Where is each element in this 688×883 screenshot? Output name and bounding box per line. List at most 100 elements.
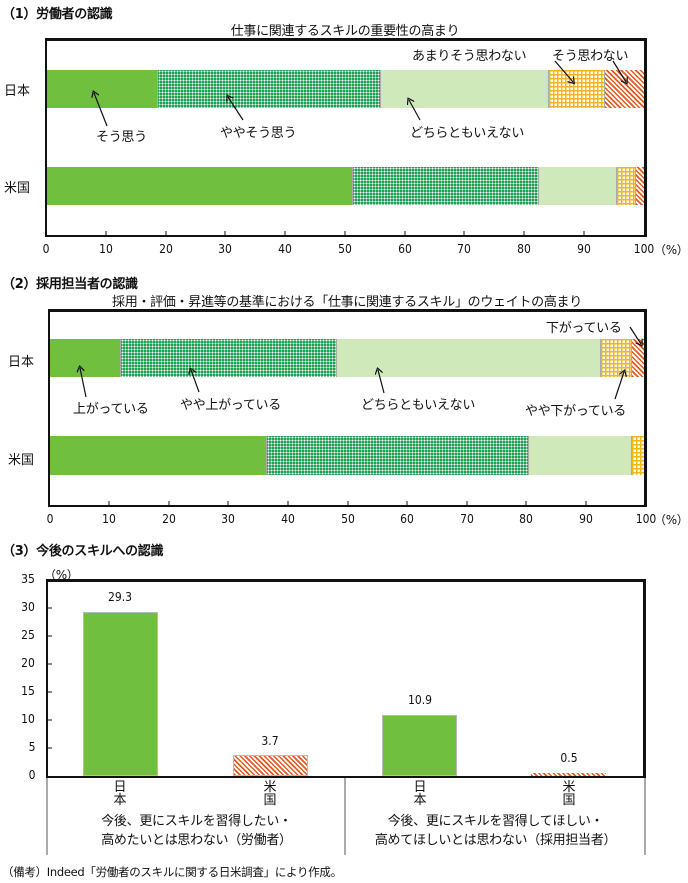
x-tick-label: 10 bbox=[102, 512, 116, 526]
chart-2-annotation-somewhat-rising: やや上がっている bbox=[180, 398, 281, 413]
char: 本 bbox=[113, 793, 127, 808]
bar-workers-japan bbox=[83, 612, 158, 776]
segment-neutral bbox=[528, 436, 633, 475]
segment-strongly-agree bbox=[47, 167, 353, 205]
y-tick-label: 5 bbox=[28, 740, 36, 754]
x-tick-label: 90 bbox=[577, 242, 591, 256]
y-tick-label: 25 bbox=[21, 628, 35, 642]
chart-2-annotation-neutral: どちらともいえない bbox=[361, 398, 476, 413]
char: 日 bbox=[113, 780, 127, 795]
segment-strongly-agree bbox=[47, 70, 159, 108]
group-label-line: 高めてほしいとは思わない（採用担当者） bbox=[374, 833, 617, 848]
x-axis-unit: （%） bbox=[654, 243, 688, 257]
y-tick-label: 30 bbox=[21, 600, 35, 614]
segment-somewhat-agree bbox=[352, 167, 539, 205]
x-tick-label: 10 bbox=[99, 242, 113, 256]
section-2-title: （2）採用担当者の認識 bbox=[2, 277, 138, 292]
segment-somewhat-disagree bbox=[617, 167, 637, 205]
chart-2-row-label-japan: 日本 bbox=[8, 355, 35, 370]
x-category-label: 日本 bbox=[413, 781, 427, 807]
segment-neutral bbox=[538, 167, 618, 205]
chart-2-bar-japan bbox=[50, 339, 644, 377]
bar-workers-us bbox=[233, 755, 308, 776]
value-label: 3.7 bbox=[261, 734, 279, 748]
group-label-line: 今後、更にスキルを習得してほしい・ bbox=[387, 814, 604, 829]
chart-1-annotation-somewhat-disagree: あまりそう思わない bbox=[412, 49, 527, 64]
segment-rising bbox=[50, 339, 122, 377]
segment-somewhat-rising bbox=[121, 339, 337, 377]
y-tick-label: 20 bbox=[21, 656, 35, 670]
bar-recruiters-us bbox=[531, 773, 606, 776]
group-label-line: 高めたいとは思わない（労働者） bbox=[101, 833, 292, 848]
x-tick-label: 100 bbox=[635, 512, 657, 526]
chart-1-annotation-strongly-agree: そう思う bbox=[96, 130, 147, 145]
chart-2-annotation-arrows bbox=[0, 326, 688, 505]
group-label-workers: 今後、更にスキルを習得したい・ 高めたいとは思わない（労働者） bbox=[48, 812, 345, 850]
segment-somewhat-agree bbox=[158, 70, 382, 108]
value-label: 29.3 bbox=[107, 590, 133, 604]
char: 日 bbox=[413, 780, 427, 795]
chart-1-annotation-somewhat-agree: ややそう思う bbox=[220, 126, 297, 141]
value-label: 10.9 bbox=[407, 693, 433, 707]
x-tick-label: 60 bbox=[400, 512, 414, 526]
segment-neutral bbox=[336, 339, 602, 377]
segment-somewhat-falling bbox=[632, 436, 644, 475]
x-tick-label: 80 bbox=[517, 242, 531, 256]
group-label-recruiters: 今後、更にスキルを習得してほしい・ 高めてほしいとは思わない（採用担当者） bbox=[346, 812, 645, 850]
chart-2-row-label-us: 米国 bbox=[8, 453, 35, 468]
x-tick-label: 40 bbox=[281, 512, 295, 526]
char: 国 bbox=[263, 793, 277, 808]
segment-disagree bbox=[636, 167, 644, 205]
x-category-label: 米国 bbox=[562, 781, 576, 807]
x-tick-label: 20 bbox=[159, 242, 173, 256]
chart-2-title: 採用・評価・昇進等の基準における「仕事に関連するスキル」のウェイトの高まり bbox=[112, 295, 582, 310]
x-tick-label: 30 bbox=[218, 242, 232, 256]
chart-1-row-label-japan: 日本 bbox=[4, 84, 31, 99]
x-tick-label: 70 bbox=[460, 512, 474, 526]
x-tick-label: 90 bbox=[579, 512, 593, 526]
x-tick-label: 80 bbox=[519, 512, 533, 526]
segment-somewhat-rising bbox=[266, 436, 529, 475]
segment-rising bbox=[50, 436, 267, 475]
x-tick-label: 100 bbox=[633, 242, 655, 256]
x-tick-label: 60 bbox=[398, 242, 412, 256]
y-tick-label: 0 bbox=[28, 768, 36, 782]
y-tick-label: 10 bbox=[21, 712, 35, 726]
chart-1-annotation-disagree: そう思わない bbox=[552, 49, 629, 64]
segment-somewhat-falling bbox=[601, 339, 633, 377]
x-tick-label: 20 bbox=[162, 512, 176, 526]
chart-1-row-label-us: 米国 bbox=[4, 181, 31, 196]
section-3-title: （3）今後のスキルへの認識 bbox=[2, 544, 164, 559]
char: 米 bbox=[562, 780, 576, 795]
section-1-title: （1）労働者の認識 bbox=[2, 7, 113, 22]
segment-disagree bbox=[605, 70, 644, 108]
char: 国 bbox=[562, 793, 576, 808]
group-label-line: 今後、更にスキルを習得したい・ bbox=[101, 814, 292, 829]
char: 本 bbox=[413, 793, 427, 808]
chart-1-bar-us bbox=[47, 167, 644, 205]
x-tick-label: 30 bbox=[221, 512, 235, 526]
x-tick-label: 0 bbox=[46, 512, 54, 526]
x-tick-label: 50 bbox=[338, 242, 352, 256]
footnote: （備考）Indeed「労働者のスキルに関する日米調査」により作成。 bbox=[2, 865, 342, 879]
chart-1-annotation-arrows bbox=[0, 60, 688, 235]
chart-1-title: 仕事に関連するスキルの重要性の高まり bbox=[230, 24, 460, 39]
value-label: 0.5 bbox=[560, 751, 578, 765]
x-tick-label: 70 bbox=[457, 242, 471, 256]
char: 米 bbox=[263, 780, 277, 795]
chart-2-annotation-rising: 上がっている bbox=[73, 402, 149, 417]
bar-recruiters-japan bbox=[382, 715, 457, 776]
y-tick-label: 35 bbox=[21, 572, 35, 586]
segment-falling bbox=[632, 339, 644, 377]
chart-2-annotation-falling: 下がっている bbox=[546, 321, 622, 336]
x-axis-unit: （%） bbox=[654, 513, 688, 527]
chart-1-annotation-neutral: どちらともいえない bbox=[410, 126, 525, 141]
y-axis-unit: （%） bbox=[44, 568, 79, 582]
chart-2-bar-us bbox=[50, 436, 644, 475]
x-tick-label: 0 bbox=[42, 242, 50, 256]
segment-somewhat-disagree bbox=[549, 70, 606, 108]
x-category-label: 米国 bbox=[263, 781, 277, 807]
x-tick-label: 40 bbox=[278, 242, 292, 256]
y-tick-label: 15 bbox=[21, 684, 35, 698]
